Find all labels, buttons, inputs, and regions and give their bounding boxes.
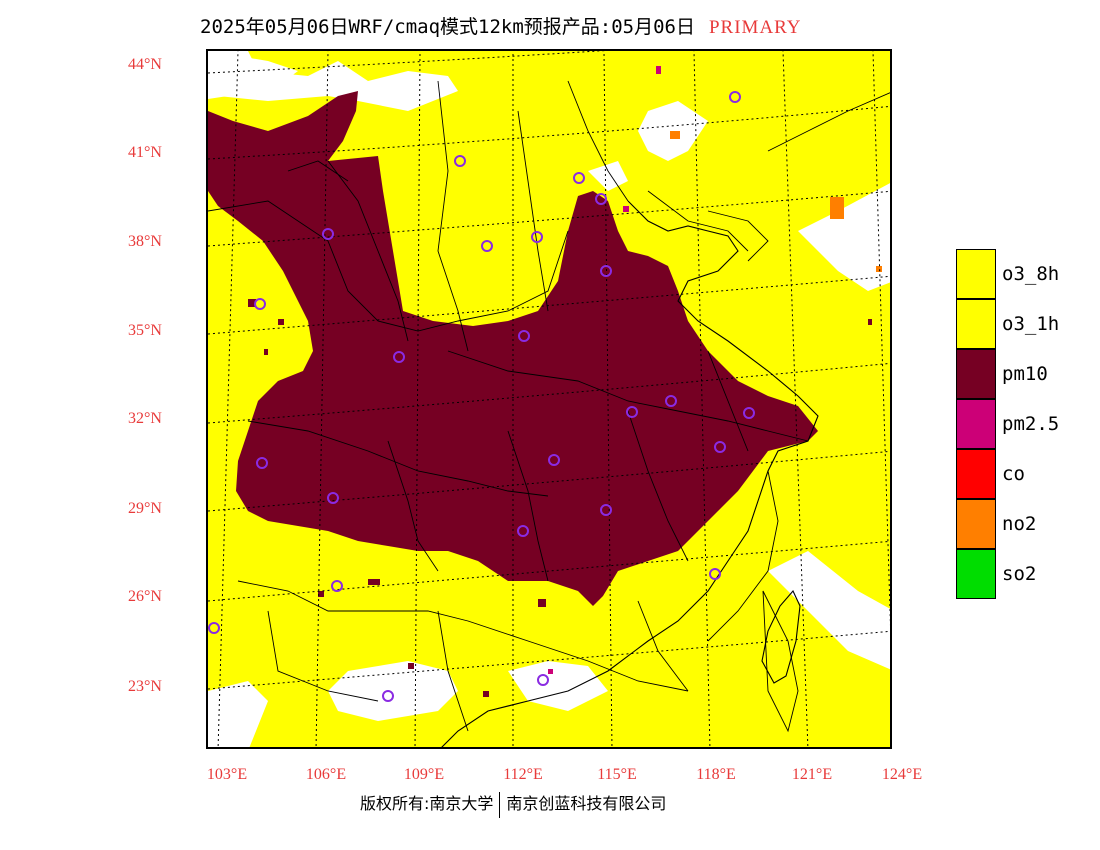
legend-label: pm2.5	[1002, 413, 1060, 435]
legend-swatch	[956, 499, 996, 549]
legend-label: so2	[1002, 563, 1037, 585]
legend-label: o3_8h	[1002, 263, 1060, 285]
lat-label-32: 32°N	[128, 410, 162, 427]
no2-speckles	[670, 131, 882, 272]
lon-label-115: 115°E	[597, 766, 637, 783]
legend-swatch	[956, 299, 996, 349]
lon-label-106: 106°E	[305, 766, 347, 783]
legend-label: o3_1h	[1002, 313, 1060, 335]
map-canvas	[208, 51, 890, 747]
lon-label-121: 121°E	[791, 766, 833, 783]
province-borders	[208, 80, 890, 733]
lat-label-29: 29°N	[128, 500, 162, 517]
legend-swatch	[956, 449, 996, 499]
pollutant-map[interactable]	[206, 49, 892, 749]
station-markers	[208, 91, 755, 702]
coastline	[441, 200, 819, 747]
lat-label-26: 26°N	[128, 588, 162, 605]
mode-label: PRIMARY	[708, 17, 802, 38]
lon-label-109: 109°E	[403, 766, 445, 783]
pm25-speckles	[548, 66, 661, 674]
copyright-right: 南京创蓝科技有限公司	[506, 794, 667, 813]
title-text: 2025年05月06日WRF/cmaq模式12km预报产品:05月06日	[200, 16, 695, 38]
pm10-region	[208, 91, 818, 606]
copyright-left: 版权所有:南京大学	[360, 794, 494, 813]
map-title: 2025年05月06日WRF/cmaq模式12km预报产品:05月06日 PRIM…	[200, 12, 802, 39]
legend-swatch	[956, 399, 996, 449]
lat-label-35: 35°N	[128, 322, 162, 339]
lon-label-124: 124°E	[881, 766, 923, 783]
lat-label-41: 41°N	[128, 144, 162, 161]
copyright-divider	[499, 791, 501, 818]
legend-label: no2	[1002, 513, 1037, 535]
legend-swatch	[956, 349, 996, 399]
taiwan-outline	[761, 589, 801, 684]
lon-label-112: 112°E	[503, 766, 543, 783]
legend-swatch	[956, 249, 996, 299]
legend-label: pm10	[1002, 363, 1048, 385]
lon-label-103: 103°E	[206, 766, 248, 783]
legend-swatch	[956, 549, 996, 599]
copyright-notice: 版权所有:南京大学 南京创蓝科技有限公司	[360, 790, 666, 818]
legend-label: co	[1002, 463, 1025, 485]
lat-label-44: 44°N	[128, 56, 162, 73]
pm10-speckles	[248, 299, 872, 697]
lat-label-38: 38°N	[128, 233, 162, 250]
lat-label-23: 23°N	[128, 678, 162, 695]
lon-label-118: 118°E	[696, 766, 736, 783]
